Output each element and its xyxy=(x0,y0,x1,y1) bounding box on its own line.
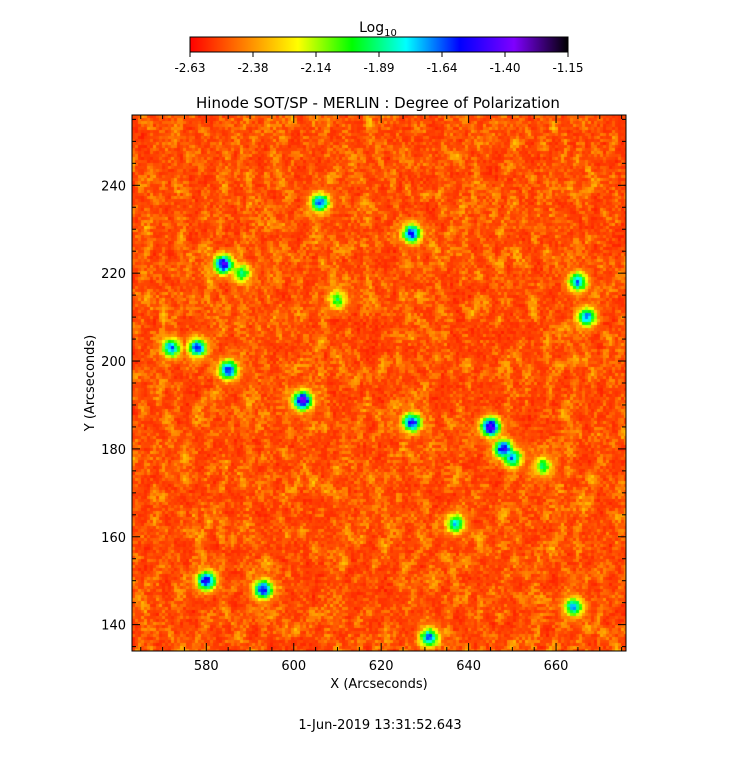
y-tick-label: 160 xyxy=(101,531,126,546)
x-tick-label: 600 xyxy=(281,659,306,674)
y-tick-label: 200 xyxy=(101,355,126,370)
timestamp: 1-Jun-2019 13:31:52.643 xyxy=(298,718,461,733)
x-tick-label: 640 xyxy=(456,659,481,674)
x-tick-label: 660 xyxy=(544,659,569,674)
y-axis: 140 160 180 200 220 240 xyxy=(101,118,626,648)
colorbar-tick-label: -1.64 xyxy=(426,61,457,75)
y-tick-label: 180 xyxy=(101,443,126,458)
x-tick-label: 620 xyxy=(369,659,394,674)
x-axis: 580 600 620 640 660 xyxy=(140,115,623,674)
colorbar-ticks: -2.63 -2.38 -2.14 -1.89 -1.64 -1.40 -1.15 xyxy=(174,52,584,75)
y-tick-label: 220 xyxy=(101,267,126,282)
colorbar-tick-label: -1.89 xyxy=(363,61,394,75)
colorbar-tick-label: -1.40 xyxy=(489,61,520,75)
x-tick-label: 580 xyxy=(194,659,219,674)
chart-title: Hinode SOT/SP - MERLIN : Degree of Polar… xyxy=(196,94,560,112)
colorbar-label: Log10 xyxy=(359,20,397,39)
y-axis-label: Y (Arcseconds) xyxy=(83,335,98,432)
colorbar-tick-label: -2.38 xyxy=(237,61,268,75)
heatmap-image xyxy=(132,115,626,651)
y-tick-label: 240 xyxy=(101,179,126,194)
colorbar-tick-label: -2.14 xyxy=(300,61,331,75)
colorbar-gradient xyxy=(189,36,569,53)
colorbar-tick-label: -1.15 xyxy=(552,61,583,75)
colorbar: Log10 -2.63 -2.38 -2.14 -1.89 -1.64 -1.40 -1.1… xyxy=(174,20,583,75)
y-tick-label: 140 xyxy=(101,619,126,634)
x-axis-label: X (Arcseconds) xyxy=(330,677,427,692)
colorbar-tick-label: -2.63 xyxy=(174,61,205,75)
